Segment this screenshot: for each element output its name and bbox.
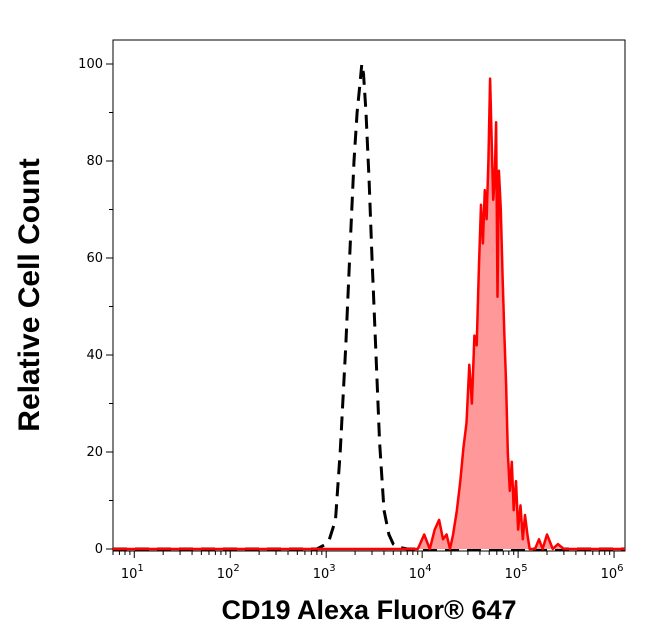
x-tick-label: 102 <box>217 563 240 582</box>
y-axis-title: Relative Cell Count <box>13 158 46 431</box>
x-tick-label: 103 <box>313 563 336 582</box>
control-histogram-line <box>113 62 625 551</box>
stained-histogram-line <box>113 77 625 551</box>
y-tick-label: 80 <box>86 154 103 169</box>
y-tick-label: 100 <box>78 57 103 72</box>
x-axis: 101 102 103 104 105 106 <box>112 551 624 582</box>
x-tick-label: 106 <box>601 563 624 582</box>
plot-frame <box>112 39 626 552</box>
series-fill-area <box>113 78 625 549</box>
y-axis: 0 20 40 60 80 100 <box>78 57 113 557</box>
x-tick-label: 105 <box>505 563 528 582</box>
series-layer <box>113 62 625 551</box>
y-tick-label: 0 <box>95 542 103 557</box>
y-tick-label: 40 <box>86 348 103 363</box>
y-tick-label: 60 <box>86 251 103 266</box>
y-tick-label: 20 <box>86 445 103 460</box>
x-tick-label: 101 <box>121 563 144 582</box>
x-axis-title: CD19 Alexa Fluor® 647 <box>221 595 516 625</box>
x-tick-label: 104 <box>409 563 432 582</box>
